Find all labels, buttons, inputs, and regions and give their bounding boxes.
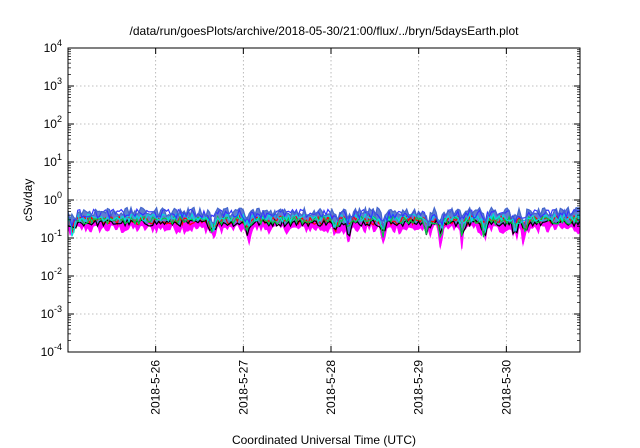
- y-tick-label: 104: [44, 38, 62, 55]
- y-tick-label: 10-3: [41, 304, 62, 321]
- series-line: [67, 214, 581, 239]
- x-ticks: 2018-5-26 2018-5-27 2018-5-28 2018-5-29 2018…: [149, 48, 513, 415]
- y-tick-label: 103: [44, 76, 62, 93]
- y-tick-label: 10-1: [41, 228, 62, 245]
- series-line: [67, 205, 581, 229]
- grid: [68, 48, 580, 352]
- y-tick-label: 100: [44, 190, 62, 207]
- x-tick-label: 2018-5-26: [149, 360, 163, 415]
- x-tick-label: 2018-5-28: [324, 360, 338, 415]
- x-tick-label: 2018-5-30: [499, 360, 513, 415]
- x-axis-label: Coordinated Universal Time (UTC): [232, 433, 416, 447]
- y-tick-label: 10-4: [41, 342, 62, 359]
- y-tick-label: 102: [44, 114, 62, 131]
- y-axis-label: cSv/day: [21, 179, 35, 222]
- chart-title: /data/run/goesPlots/archive/2018-05-30/2…: [130, 24, 520, 38]
- series-layer: [67, 205, 581, 252]
- y-tick-label: 10-2: [41, 266, 62, 283]
- x-tick-label: 2018-5-27: [236, 360, 250, 415]
- x-tick-label: 2018-5-29: [412, 360, 426, 415]
- y-tick-label: 101: [44, 152, 62, 169]
- series-magenta-fill: [68, 220, 580, 252]
- y-ticks: 10-4 10-3 10-2 10-1 100 101 102 103 104: [41, 38, 580, 359]
